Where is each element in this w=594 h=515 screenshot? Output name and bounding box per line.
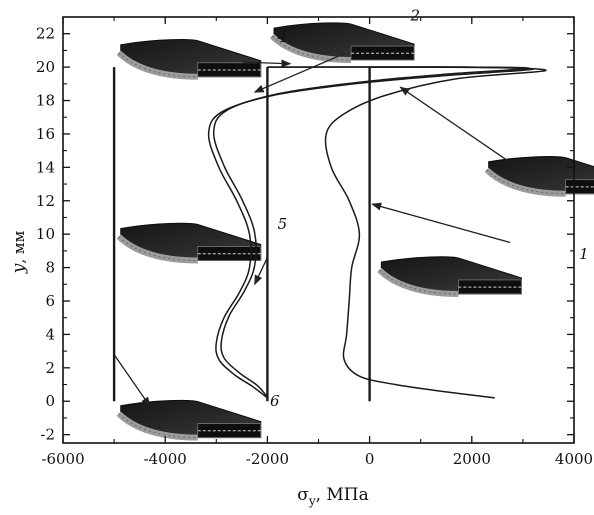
annotation-arrow-5 [254,257,268,286]
annotation-3: 3 [399,86,594,197]
x-axis-subscript: y [308,494,316,508]
y-tick-label: 12 [36,192,55,210]
y-tick-label: 10 [36,225,55,243]
y-axis-title: y, мм [9,230,29,274]
series-layer [112,66,547,402]
beam-shape-mesh [118,413,198,439]
y-tick-label: 22 [36,25,55,43]
x-axis-symbol: σ [297,485,309,505]
annotation-6: 6 [113,354,280,441]
beam-shape-mesh [378,269,459,295]
y-axis-unit: , мм [10,230,28,263]
y-tick-label: 8 [45,259,55,277]
y-tick-label: 16 [36,125,55,143]
annotation-1: 1 [371,202,589,297]
x-tick-label: -4000 [144,450,187,468]
annotation-arrow-1 [371,202,511,244]
series-line-4 [207,66,534,399]
beam-shape-mesh [118,52,198,78]
x-tick-label: 2000 [453,450,491,468]
y-tick-label: 2 [45,359,55,377]
y-tick-label: 20 [36,58,55,76]
curve-number-label: 4 [277,28,288,46]
beam-shape-mesh [118,236,198,262]
y-tick-label: -2 [40,426,55,444]
annotation-arrow-3 [399,86,511,163]
y-tick-label: 6 [45,292,55,310]
annotation-layer: 1 2 3 4 5 6 [113,6,594,441]
x-axis-unit: , МПа [316,485,369,505]
y-tick-label: 4 [45,325,55,343]
series-line-5 [212,66,529,398]
x-tick-label: 4000 [555,450,593,468]
annotation-5: 5 [116,215,288,286]
y-axis-symbol: y [9,263,29,274]
annotation-arrow-2 [253,53,345,93]
curve-number-label: 2 [409,6,420,24]
beam-shape-mesh [486,169,566,195]
annotation-arrow-4 [241,59,292,68]
annotation-arrow-6 [113,354,151,408]
beam-shape-mesh [271,35,352,61]
x-tick-label: -2000 [246,450,289,468]
y-tick-label: 18 [36,92,55,110]
curve-number-label: 5 [278,215,288,233]
axis-ticks: -6000 -4000 -2000 0 2000 4000-202468101214161… [36,17,593,468]
beam-shape-base [565,179,594,195]
annotation-4: 4 [116,28,292,80]
curve-number-label: 6 [270,392,280,410]
series-line-3 [324,66,547,399]
x-axis-title: σy, МПа [297,485,369,508]
curve-number-label: 1 [579,245,589,263]
x-tick-label: 0 [365,450,375,468]
y-tick-label: 14 [36,158,55,176]
annotation-2: 2 [253,6,420,93]
y-tick-label: 0 [45,392,55,410]
x-tick-label: -6000 [41,450,84,468]
